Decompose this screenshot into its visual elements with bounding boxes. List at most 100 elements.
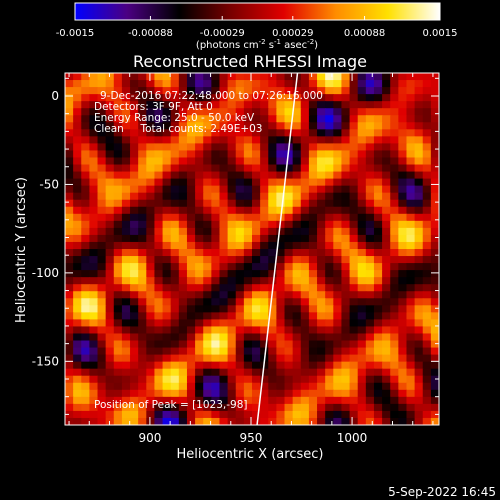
heatmap-cell <box>235 199 245 208</box>
heatmap-cell <box>65 199 74 208</box>
heatmap-cell <box>227 354 237 363</box>
heatmap-cell <box>235 213 245 222</box>
heatmap-cell <box>178 256 188 264</box>
heatmap-cell <box>317 368 326 377</box>
heatmap-cell <box>373 220 383 229</box>
heatmap-cell <box>422 206 432 215</box>
heatmap-cell <box>113 171 123 180</box>
heatmap-cell <box>227 185 237 194</box>
heatmap-cell <box>325 115 334 123</box>
heatmap-cell <box>105 354 115 363</box>
heatmap-cell <box>89 340 99 349</box>
heatmap-cell <box>357 340 367 349</box>
heatmap-cell <box>146 417 156 425</box>
heatmap-cell <box>211 73 221 81</box>
heatmap-cell <box>121 298 131 306</box>
heatmap-cell <box>81 256 90 264</box>
heatmap-cell <box>430 396 439 405</box>
heatmap-cell <box>219 305 229 313</box>
heatmap-cell <box>121 157 131 166</box>
heatmap-cell <box>97 389 107 398</box>
heatmap-cell <box>219 192 229 201</box>
heatmap-cell <box>365 263 375 271</box>
heatmap-cell <box>65 206 74 215</box>
heatmap-cell <box>308 73 318 81</box>
heatmap-cell <box>146 108 156 116</box>
heatmap-cell <box>195 220 204 229</box>
heatmap-cell <box>268 164 277 173</box>
heatmap-cell <box>97 270 107 278</box>
heatmap-cell <box>89 277 99 285</box>
heatmap-cell <box>430 319 439 328</box>
heatmap-cell <box>390 122 399 130</box>
heatmap-cell <box>81 136 90 144</box>
heatmap-cell <box>422 368 432 377</box>
heatmap-cell <box>211 270 221 278</box>
heatmap-cell <box>186 326 196 335</box>
heatmap-cell <box>390 354 399 363</box>
heatmap-cell <box>81 80 90 88</box>
heatmap-cell <box>317 326 326 335</box>
heatmap-cell <box>325 150 334 159</box>
heatmap-cell <box>276 108 286 116</box>
heatmap-cell <box>81 150 90 159</box>
heatmap-cell <box>308 108 318 116</box>
heatmap-cell <box>406 101 416 109</box>
heatmap-cell <box>154 241 164 250</box>
heatmap-cell <box>317 199 326 208</box>
heatmap-cell <box>325 354 334 363</box>
heatmap-cell <box>260 206 269 215</box>
heatmap-cell <box>252 143 261 152</box>
heatmap-cell <box>89 108 99 116</box>
heatmap-cell <box>373 270 383 278</box>
heatmap-cell <box>317 249 326 257</box>
heatmap-cell <box>260 375 269 384</box>
heatmap-cell <box>398 101 408 109</box>
heatmap-cell <box>195 354 204 363</box>
heatmap-cell <box>113 143 123 152</box>
heatmap-cell <box>162 263 172 271</box>
heatmap-cell <box>406 241 416 250</box>
heatmap-cell <box>422 305 432 313</box>
heatmap-cell <box>113 115 123 123</box>
heatmap-cell <box>227 108 237 116</box>
heatmap-cell <box>89 80 99 88</box>
heatmap-cell <box>406 192 416 201</box>
heatmap-cell <box>73 213 82 222</box>
heatmap-cell <box>276 347 286 356</box>
heatmap-cell <box>162 375 172 384</box>
heatmap-cell <box>260 234 269 243</box>
colorbar-tick-label: -0.0015 <box>56 28 95 39</box>
heatmap-cell <box>268 234 277 243</box>
heatmap-cell <box>284 410 294 419</box>
heatmap-cell <box>252 234 261 243</box>
heatmap-cell <box>308 143 318 152</box>
heatmap-cell <box>268 410 277 419</box>
heatmap-cell <box>349 108 359 116</box>
heatmap-cell <box>292 157 302 166</box>
heatmap-cell <box>300 129 310 137</box>
heatmap-cell <box>268 333 277 342</box>
heatmap-cell <box>308 136 318 144</box>
heatmap-cell <box>390 108 399 116</box>
heatmap-cell <box>317 80 326 88</box>
heatmap-cell <box>243 206 253 215</box>
heatmap-cell <box>268 199 277 208</box>
heatmap-cell <box>300 361 310 370</box>
heatmap-cell <box>178 326 188 335</box>
heatmap-cell <box>333 375 343 384</box>
heatmap-cell <box>260 284 269 292</box>
heatmap-cell <box>308 185 318 194</box>
heatmap-cell <box>357 101 367 109</box>
heatmap-cell <box>268 94 277 102</box>
heatmap-cell <box>333 234 343 243</box>
heatmap-cell <box>105 150 115 159</box>
heatmap-cell <box>284 94 294 102</box>
heatmap-cell <box>219 284 229 292</box>
heatmap-cell <box>349 87 359 95</box>
heatmap-cell <box>235 312 245 320</box>
heatmap-cell <box>341 227 351 236</box>
heatmap-cell <box>235 129 245 137</box>
heatmap-cell <box>365 199 375 208</box>
heatmap-cell <box>121 417 131 425</box>
